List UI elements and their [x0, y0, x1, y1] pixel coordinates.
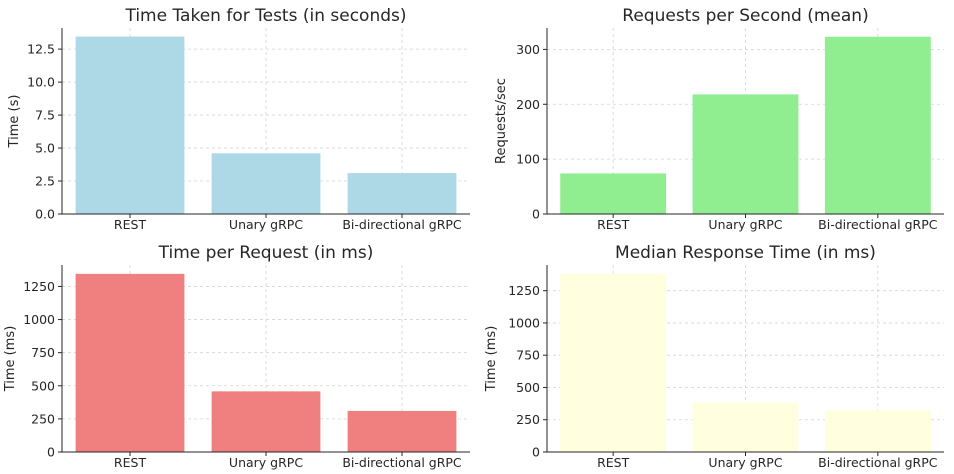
y-tick-label: 1250 [508, 283, 540, 298]
y-tick-label: 750 [516, 348, 540, 363]
x-tick-label: REST [597, 217, 630, 232]
bar-bi-directional-grpc [347, 410, 457, 452]
x-tick-label: Unary gRPC [708, 217, 782, 232]
y-tick-label: 0.0 [35, 207, 55, 222]
y-tick-label: 1000 [23, 312, 55, 327]
bar-rest [75, 36, 185, 215]
chart-panel-4: 0 250 500 750 1000 1250 REST Unary gRPC Bi-direc… [484, 243, 944, 470]
y-tick-label: 500 [31, 378, 55, 393]
y-tick-label: 0 [532, 445, 540, 460]
y-tick-label: 1250 [23, 279, 55, 294]
bar-unary-grpc [211, 391, 321, 452]
chart-panel-1: 0.0 2.5 5.0 7.5 10.0 12.5 REST Unary gRPC Bi-dir… [7, 6, 470, 232]
x-tick-label: Unary gRPC [229, 455, 303, 470]
bar-bi-directional-grpc [824, 410, 931, 452]
y-tick-label: 250 [516, 412, 540, 427]
y-tick-label: 300 [516, 42, 540, 57]
y-tick-label: 10.0 [27, 75, 55, 90]
chart-title: Time per Request (in ms) [158, 243, 374, 263]
bar-bi-directional-grpc [347, 173, 457, 214]
y-tick-label: 0 [532, 207, 540, 222]
chart-panel-2: 0 100 200 300 REST Unary gRPC Bi-directional g… [494, 6, 944, 232]
x-tick-label: Bi-directional gRPC [818, 455, 938, 470]
chart-title: Requests per Second (mean) [622, 6, 868, 26]
y-tick-label: 200 [516, 97, 540, 112]
chart-title: Median Response Time (in ms) [615, 243, 876, 263]
x-tick-label: REST [114, 455, 147, 470]
chart-title: Time Taken for Tests (in seconds) [124, 6, 406, 26]
y-tick-label: 1000 [508, 315, 540, 330]
y-axis-label: Time (ms) [3, 326, 18, 393]
y-tick-label: 12.5 [27, 42, 55, 57]
y-tick-label: 250 [31, 411, 55, 426]
x-tick-label: Unary gRPC [708, 455, 782, 470]
x-tick-label: Bi-directional gRPC [818, 217, 938, 232]
y-axis-label: Time (ms) [484, 326, 499, 393]
x-tick-label: Unary gRPC [229, 217, 303, 232]
x-tick-label: REST [597, 455, 630, 470]
y-tick-label: 2.5 [35, 174, 55, 189]
y-tick-label: 5.0 [35, 141, 55, 156]
bar-unary-grpc [211, 153, 321, 214]
bar-unary-grpc [692, 402, 799, 452]
chart-panel-3: 0 250 500 750 1000 1250 REST Unary gRPC Bi-direc… [3, 243, 470, 470]
y-tick-label: 500 [516, 380, 540, 395]
bar-rest [75, 273, 185, 452]
y-tick-label: 0 [47, 445, 55, 460]
y-axis-label: Time (s) [7, 95, 22, 149]
bar-rest [560, 273, 667, 452]
y-tick-label: 7.5 [35, 108, 55, 123]
x-tick-label: REST [114, 217, 147, 232]
y-tick-label: 750 [31, 345, 55, 360]
x-tick-label: Bi-directional gRPC [342, 455, 462, 470]
x-tick-label: Bi-directional gRPC [342, 217, 462, 232]
bar-unary-grpc [692, 94, 799, 214]
bar-rest [560, 173, 667, 214]
y-axis-label: Requests/sec [494, 78, 509, 164]
y-tick-label: 100 [516, 152, 540, 167]
bar-bi-directional-grpc [824, 36, 931, 214]
